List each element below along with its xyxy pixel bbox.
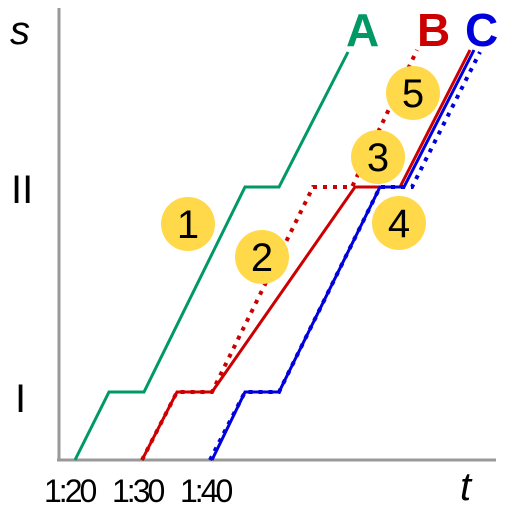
time-tick-1-30: 1:30 (112, 473, 164, 509)
time-tick-1-40: 1:40 (180, 473, 232, 509)
train-c-path (210, 49, 476, 461)
train-label-a: A (346, 4, 379, 56)
marker-5: 5 (386, 66, 440, 120)
marker-4-label: 4 (388, 202, 410, 246)
marker-4: 4 (372, 196, 426, 250)
train-label-b: B (417, 4, 450, 56)
marker-1-label: 1 (177, 203, 199, 247)
x-axis-label: t (460, 465, 473, 509)
marker-1: 1 (161, 197, 215, 251)
marker-5-label: 5 (402, 72, 424, 116)
train-label-c: C (465, 4, 498, 56)
time-tick-1-20: 1:20 (44, 473, 96, 509)
station-label-i: I (15, 377, 26, 421)
marker-3-label: 3 (367, 136, 389, 180)
train-a-path (73, 51, 350, 461)
marker-2-label: 2 (251, 236, 273, 280)
marker-3: 3 (351, 130, 405, 184)
station-label-ii: II (11, 168, 33, 212)
y-axis-label: s (10, 9, 30, 53)
train-b-path (140, 49, 472, 461)
marker-2: 2 (235, 230, 289, 284)
